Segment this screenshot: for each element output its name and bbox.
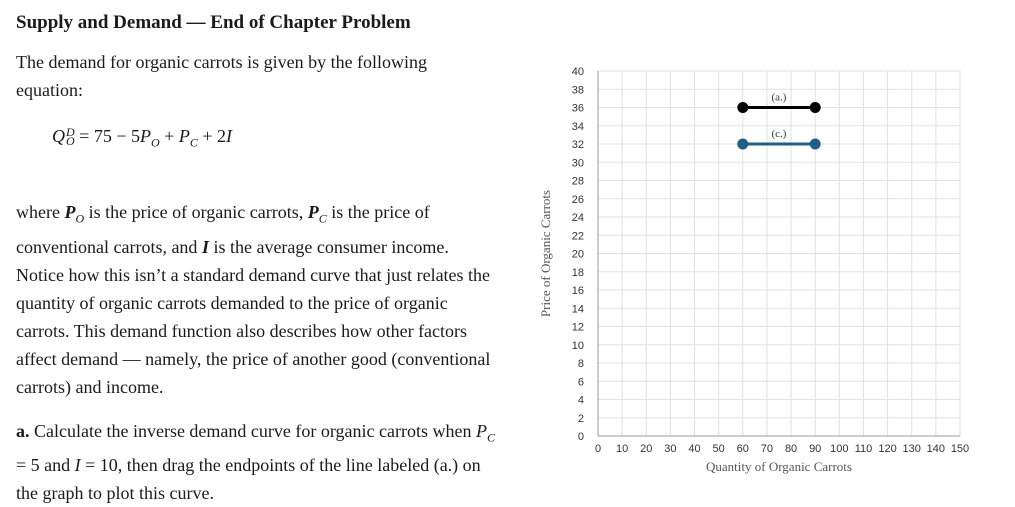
qa-part3: = 10, then drag the endpoints of the lin… <box>16 455 481 504</box>
y-tick-label: 38 <box>572 84 584 96</box>
x-tick-label: 150 <box>951 443 969 455</box>
x-tick-label: 30 <box>664 443 676 455</box>
y-tick-label: 28 <box>572 176 584 188</box>
x-tick-label: 110 <box>855 443 873 455</box>
desc-part1: where <box>16 202 65 222</box>
desc-part4: is the average consumer income. Notice h… <box>16 236 491 397</box>
desc-part3: is the price of conventional carrots, an… <box>16 202 430 257</box>
x-tick-label: 10 <box>616 443 628 455</box>
y-tick-label: 24 <box>572 212 584 224</box>
y-tick-label: 18 <box>572 267 584 279</box>
eq-plus1: + <box>159 126 179 146</box>
qa-income: I <box>74 455 81 476</box>
y-tick-label: 2 <box>578 413 584 425</box>
description-paragraph: where PO is the price of organic carrots… <box>16 198 496 401</box>
y-tick-label: 6 <box>578 376 584 388</box>
y-tick-label: 14 <box>572 303 584 315</box>
x-tick-label: 20 <box>640 443 652 455</box>
y-tick-label: 34 <box>572 121 584 133</box>
y-tick-label: 16 <box>572 285 584 297</box>
x-tick-label: 140 <box>927 443 945 455</box>
y-tick-label: 20 <box>572 249 584 261</box>
endpoint-handle-c-right[interactable] <box>809 138 821 150</box>
eq-income: I <box>225 126 232 146</box>
qa-pc-sub: C <box>486 430 495 445</box>
series-label-a: (a.) <box>772 92 787 104</box>
y-tick-label: 10 <box>572 340 584 352</box>
question-a-label: a. <box>16 420 30 441</box>
x-tick-label: 90 <box>809 443 821 455</box>
desc-po-sub: O <box>75 211 85 226</box>
eq-q-symbol: Q <box>52 126 65 146</box>
page-title: Supply and Demand — End of Chapter Probl… <box>16 12 411 33</box>
desc-pc-sub: C <box>318 211 327 226</box>
eq-q-sup: D <box>66 125 75 139</box>
problem-text-panel: Supply and Demand — End of Chapter Probl… <box>16 10 496 507</box>
eq-pc-sub: C <box>189 135 198 150</box>
desc-income: I <box>201 236 209 257</box>
x-tick-label: 100 <box>830 443 848 455</box>
desc-part2: is the price of organic carrots, <box>84 202 308 222</box>
qa-pc: P <box>475 420 487 441</box>
desc-po: P <box>64 202 76 222</box>
x-axis-ticks: 0 10 20 30 40 50 60 70 80 90 100 110 120 130 140 150 <box>595 443 969 455</box>
x-tick-label: 120 <box>878 443 896 455</box>
chart-series[interactable]: (a.) (c.) <box>737 92 821 150</box>
endpoint-handle-c-left[interactable] <box>737 138 749 150</box>
y-tick-label: 4 <box>578 395 584 407</box>
x-tick-label: 40 <box>688 443 700 455</box>
qa-part2: = 5 and <box>16 455 75 476</box>
eq-rest: = 75 − 5 <box>74 126 140 146</box>
y-tick-label: 0 <box>578 431 584 443</box>
y-tick-label: 26 <box>572 194 584 206</box>
endpoint-handle-a-right[interactable] <box>809 102 821 113</box>
eq-po-sub: O <box>150 135 160 150</box>
y-tick-label: 22 <box>572 230 584 242</box>
x-tick-label: 130 <box>903 443 921 455</box>
y-tick-label: 32 <box>572 139 584 151</box>
qa-part1: Calculate the inverse demand curve for o… <box>29 420 476 441</box>
eq-plus2: + 2 <box>197 126 226 146</box>
y-tick-label: 30 <box>572 157 584 169</box>
x-tick-label: 60 <box>737 443 749 455</box>
x-axis-label: Quantity of Organic Carrots <box>706 459 852 474</box>
eq-po: P <box>139 126 151 146</box>
desc-pc: P <box>307 202 319 222</box>
x-tick-label: 80 <box>785 443 797 455</box>
x-tick-label: 50 <box>713 443 725 455</box>
question-a-paragraph: a. Calculate the inverse demand curve fo… <box>16 417 496 507</box>
y-tick-label: 8 <box>578 358 584 370</box>
eq-q-sub: O <box>66 134 75 148</box>
intro-paragraph: The demand for organic carrots is given … <box>16 52 428 100</box>
endpoint-handle-a-left[interactable] <box>737 102 749 113</box>
eq-pc: P <box>178 126 190 146</box>
y-tick-label: 36 <box>572 103 584 115</box>
y-axis-label: Price of Organic Carrots <box>538 190 553 317</box>
series-label-c: (c.) <box>772 128 787 140</box>
y-tick-label: 12 <box>572 322 584 334</box>
chart-grid <box>597 70 961 437</box>
y-tick-label: 40 <box>572 66 584 78</box>
x-tick-label: 70 <box>761 443 773 455</box>
x-tick-label: 0 <box>595 443 601 455</box>
